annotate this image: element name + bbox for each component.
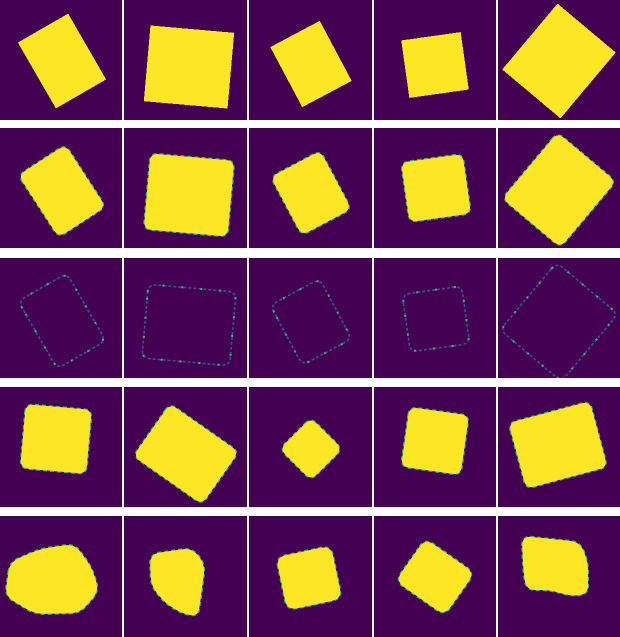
square-mask (522, 536, 588, 596)
grid-cell (0, 128, 122, 248)
cell-canvas (5, 544, 99, 615)
grid-cell (498, 516, 620, 637)
grid-cell (249, 128, 372, 248)
edge-outline (20, 274, 104, 368)
cell-canvas (272, 152, 350, 234)
cell-canvas (509, 401, 607, 489)
edge-outline (141, 284, 237, 366)
grid-cell (374, 516, 496, 637)
grid-cell (249, 258, 372, 378)
cell-canvas (502, 3, 616, 119)
square-mask (6, 545, 97, 614)
grid-cell (249, 516, 372, 637)
grid-cell (0, 516, 122, 637)
square-mask (135, 406, 237, 502)
cell-canvas (271, 280, 351, 364)
edge-outline (502, 264, 616, 378)
grid-cell (498, 0, 620, 120)
grid-cell (374, 258, 496, 378)
grid-cell (249, 387, 372, 507)
edge-highlight (501, 264, 617, 378)
edge-highlight (141, 283, 237, 367)
grid-cell (498, 387, 620, 507)
square-mask (143, 25, 235, 109)
grid-cell (124, 516, 247, 637)
square-mask (398, 541, 472, 613)
grid-cell (124, 0, 247, 120)
square-mask (502, 3, 616, 119)
square-mask (144, 154, 234, 236)
cell-canvas (134, 405, 238, 503)
grid-cell (0, 387, 122, 507)
cell-canvas (19, 146, 105, 236)
grid-cell (498, 258, 620, 378)
cell-canvas (149, 548, 206, 617)
square-mask (402, 154, 470, 222)
grid-cell (374, 128, 496, 248)
square-mask (282, 420, 340, 478)
cell-canvas (400, 406, 470, 476)
square-mask (273, 153, 349, 233)
grid-cell (249, 0, 372, 120)
grid-cell (374, 0, 496, 120)
edge-outline (271, 280, 351, 364)
grid-cell (0, 0, 122, 120)
cell-canvas (521, 535, 590, 597)
cell-canvas (504, 134, 614, 246)
grid-cell (124, 258, 247, 378)
cell-canvas (281, 419, 341, 479)
cell-canvas (143, 25, 235, 109)
grid-cell (374, 387, 496, 507)
cell-canvas (400, 153, 472, 223)
grid-cell (124, 128, 247, 248)
square-mask (21, 147, 103, 235)
cell-canvas (17, 13, 107, 109)
cell-canvas (270, 20, 352, 108)
cell-canvas (276, 546, 342, 610)
cell-canvas (402, 286, 470, 352)
square-mask (505, 135, 613, 245)
square-mask (17, 13, 107, 109)
edge-highlight (19, 274, 105, 368)
edge-highlight (271, 280, 351, 364)
square-mask (20, 404, 92, 474)
cell-canvas (143, 153, 235, 237)
cell-canvas (501, 264, 617, 378)
cell-canvas (397, 540, 473, 614)
square-mask (402, 408, 468, 474)
edge-outline (402, 286, 470, 352)
square-mask (401, 32, 469, 98)
grid-cell (124, 387, 247, 507)
cell-canvas (19, 274, 105, 368)
square-mask (150, 549, 204, 616)
square-mask (277, 547, 341, 609)
cell-canvas (141, 283, 237, 367)
cell-canvas (401, 32, 469, 98)
grid-cell (0, 258, 122, 378)
cell-canvas (19, 403, 93, 475)
edge-highlight (402, 286, 470, 352)
square-mask (270, 20, 352, 108)
grid-cell (498, 128, 620, 248)
square-mask (510, 402, 606, 488)
